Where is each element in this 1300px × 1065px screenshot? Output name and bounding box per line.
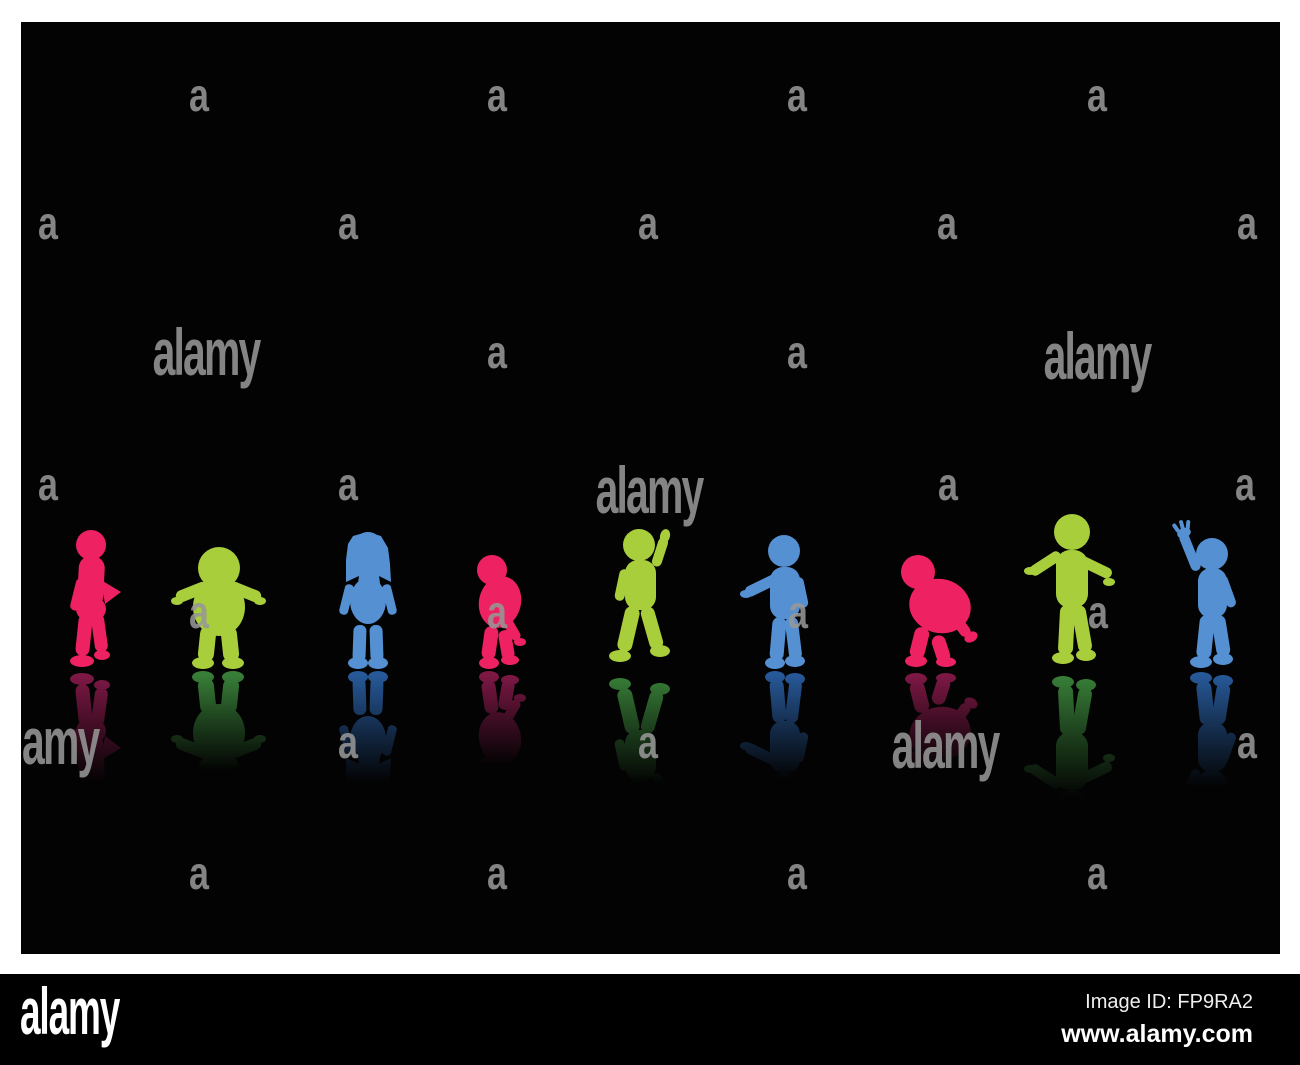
child-5-silhouette xyxy=(603,527,678,670)
watermark-a: a xyxy=(338,458,358,510)
watermark-a: a xyxy=(1237,716,1257,768)
watermark-a: a xyxy=(1087,847,1107,899)
watermark-a: a xyxy=(938,458,958,510)
watermark-a: a xyxy=(338,197,358,249)
watermark-a: a xyxy=(487,847,507,899)
watermark-a: a xyxy=(38,458,58,510)
watermark-alamy-logo: alamy xyxy=(891,708,1001,782)
watermark-a: a xyxy=(189,847,209,899)
alamy-logo: alamy xyxy=(20,974,120,1048)
watermark-a: a xyxy=(787,69,807,121)
watermark-a: a xyxy=(189,586,209,638)
child-9-reflection xyxy=(1165,670,1245,820)
watermark-a: a xyxy=(1235,458,1255,510)
child-1-reflection xyxy=(65,670,125,812)
watermark-a: a xyxy=(1087,69,1107,121)
watermark-a: a xyxy=(487,69,507,121)
child-6-silhouette xyxy=(737,533,817,670)
watermark-alamy-logo: alamy xyxy=(1043,319,1153,393)
watermark-a: a xyxy=(788,586,808,638)
child-4-reflection xyxy=(467,670,530,788)
child-1-silhouette xyxy=(65,528,125,670)
watermark-a: a xyxy=(638,716,658,768)
website-text: www.alamy.com xyxy=(1061,1020,1253,1048)
watermark-a: a xyxy=(338,716,358,768)
watermark-alamy-logo: alamy xyxy=(21,704,100,778)
child-5-reflection xyxy=(603,670,678,813)
image-id-text: Image ID: FP9RA2 xyxy=(1085,991,1253,1013)
child-7-silhouette xyxy=(890,545,987,670)
watermark-a: a xyxy=(1237,197,1257,249)
watermark-a: a xyxy=(189,69,209,121)
watermark-a: a xyxy=(487,326,507,378)
child-3-silhouette xyxy=(333,530,403,670)
watermark-a: a xyxy=(1088,586,1108,638)
watermark-a: a xyxy=(487,586,507,638)
watermark-alamy-logo: alamy xyxy=(595,453,705,527)
child-2-silhouette xyxy=(157,544,280,670)
child-8-reflection xyxy=(1023,670,1115,830)
watermark-a: a xyxy=(638,197,658,249)
footer-credits: Image ID: FP9RA2 www.alamy.com xyxy=(1061,991,1253,1049)
watermark-a: a xyxy=(937,197,957,249)
child-8-silhouette xyxy=(1023,510,1115,670)
watermark-a: a xyxy=(787,326,807,378)
watermark-alamy-logo: alamy xyxy=(152,315,262,389)
child-7-reflection xyxy=(890,670,987,795)
child-9-silhouette xyxy=(1165,520,1245,670)
watermark-a: a xyxy=(38,197,58,249)
footer-bar: alamy Image ID: FP9RA2 www.alamy.com xyxy=(0,974,1300,1065)
child-6-reflection xyxy=(737,670,817,807)
photo-canvas: a a a a a a a a a a a a a a a a a a a a a a a a a a alamy alamy alam… xyxy=(21,22,1280,954)
child-4-silhouette xyxy=(467,552,530,670)
watermark-a: a xyxy=(787,847,807,899)
child-2-reflection xyxy=(157,670,280,796)
child-3-reflection xyxy=(333,670,403,810)
